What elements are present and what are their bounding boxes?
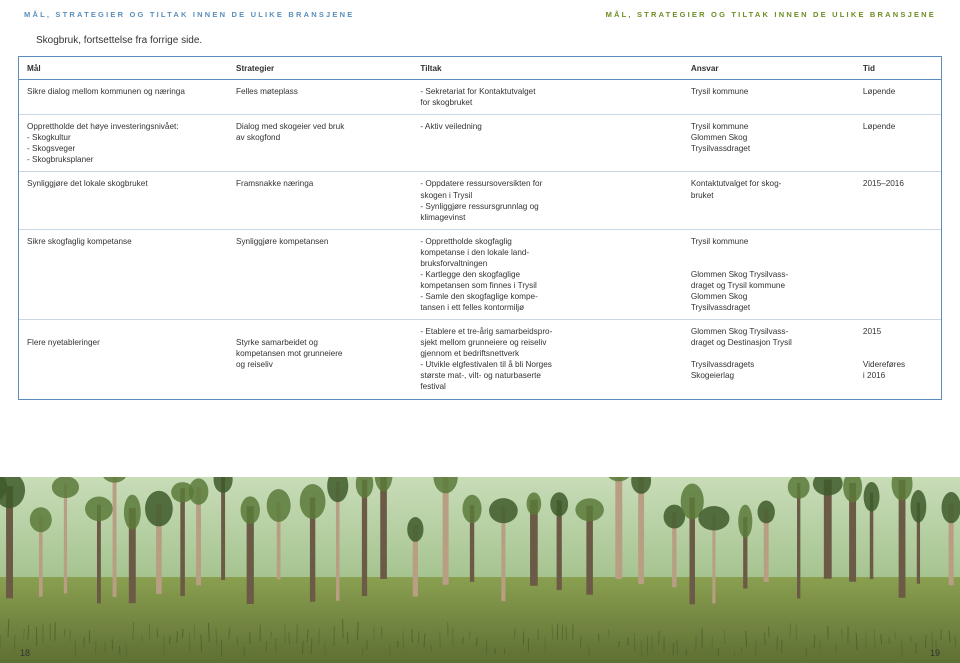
cell-strategier: Styrke samarbeidet og kompetansen mot gr… xyxy=(228,320,412,399)
cell-mal: Opprettholde det høye investeringsnivået… xyxy=(19,115,228,172)
cell-ansvar: Trysil kommune xyxy=(683,80,855,115)
table-row: Opprettholde det høye investeringsnivået… xyxy=(19,115,941,172)
table-row: Flere nyetableringer Styrke samarbeidet … xyxy=(19,320,941,399)
page-number-left: 18 xyxy=(20,648,30,658)
cell-tid: Løpende xyxy=(855,80,941,115)
cell-tiltak: - Sekretariat for Kontaktutvalget for sk… xyxy=(412,80,682,115)
col-head-tid: Tid xyxy=(855,57,941,80)
cell-mal: Flere nyetableringer xyxy=(19,320,228,399)
cell-strategier: Framsnakke næringa xyxy=(228,172,412,229)
cell-tid: 2015 Videreføres i 2016 xyxy=(855,320,941,399)
section-header: MÅL, STRATEGIER OG TILTAK INNEN DE ULIKE… xyxy=(0,0,960,19)
cell-ansvar: Trysil kommune Glommen Skog Trysilvassdr… xyxy=(683,115,855,172)
col-head-ansvar: Ansvar xyxy=(683,57,855,80)
cell-tid: 2015–2016 xyxy=(855,172,941,229)
cell-tiltak: - Etablere et tre-årig samarbeidspro- sj… xyxy=(412,320,682,399)
cell-ansvar: Glommen Skog Trysilvass- draget og Desti… xyxy=(683,320,855,399)
table-row: Sikre skogfaglig kompetanseSynliggjøre k… xyxy=(19,229,941,319)
cell-tiltak: - Oppdatere ressursoversikten for skogen… xyxy=(412,172,682,229)
table-row: Synliggjøre det lokale skogbruketFramsna… xyxy=(19,172,941,229)
forest-image xyxy=(0,477,960,663)
page-number-right: 19 xyxy=(930,648,940,658)
header-left: MÅL, STRATEGIER OG TILTAK INNEN DE ULIKE… xyxy=(24,10,354,19)
col-head-strat: Strategier xyxy=(228,57,412,80)
cell-ansvar: Kontaktutvalget for skog- bruket xyxy=(683,172,855,229)
col-head-tiltak: Tiltak xyxy=(412,57,682,80)
header-right: MÅL, STRATEGIER OG TILTAK INNEN DE ULIKE… xyxy=(606,10,936,19)
page-subtitle: Skogbruk, fortsettelse fra forrige side. xyxy=(0,19,960,56)
cell-tiltak: - Opprettholde skogfaglig kompetanse i d… xyxy=(412,229,682,319)
cell-tiltak: - Aktiv veiledning xyxy=(412,115,682,172)
table-body: Sikre dialog mellom kommunen og næringaF… xyxy=(19,80,941,399)
cell-mal: Synliggjøre det lokale skogbruket xyxy=(19,172,228,229)
strategy-table: Mål Strategier Tiltak Ansvar Tid Sikre d… xyxy=(19,57,941,399)
strategy-table-wrap: Mål Strategier Tiltak Ansvar Tid Sikre d… xyxy=(18,56,942,400)
table-header-row: Mål Strategier Tiltak Ansvar Tid xyxy=(19,57,941,80)
cell-strategier: Dialog med skogeier ved bruk av skogfond xyxy=(228,115,412,172)
cell-mal: Sikre dialog mellom kommunen og næringa xyxy=(19,80,228,115)
cell-mal: Sikre skogfaglig kompetanse xyxy=(19,229,228,319)
cell-tid xyxy=(855,229,941,319)
cell-strategier: Synliggjøre kompetansen xyxy=(228,229,412,319)
table-row: Sikre dialog mellom kommunen og næringaF… xyxy=(19,80,941,115)
cell-tid: Løpende xyxy=(855,115,941,172)
cell-strategier: Felles møteplass xyxy=(228,80,412,115)
col-head-mal: Mål xyxy=(19,57,228,80)
cell-ansvar: Trysil kommune Glommen Skog Trysilvass- … xyxy=(683,229,855,319)
